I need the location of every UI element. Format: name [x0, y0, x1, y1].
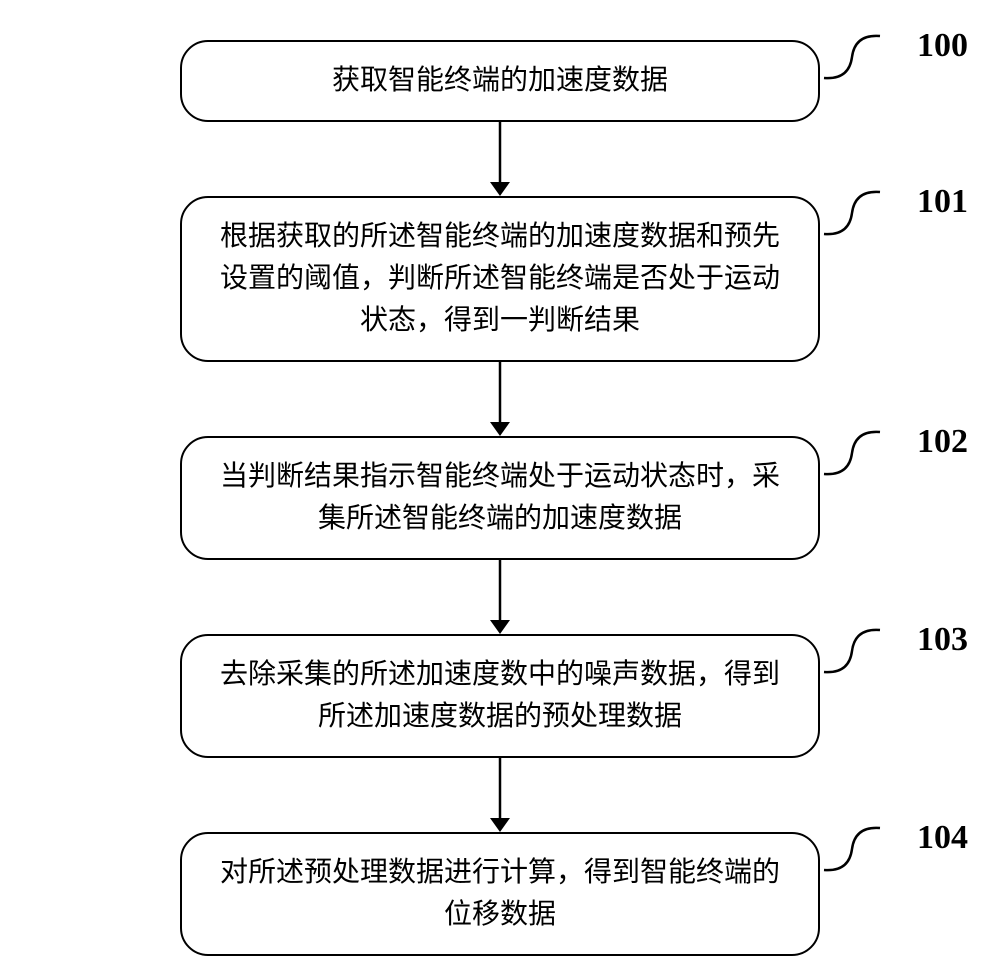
flow-arrow — [180, 758, 820, 832]
flow-arrow — [180, 122, 820, 196]
callout-curve — [822, 186, 882, 240]
flow-node-n3: 去除采集的所述加速度数中的噪声数据，得到所述加速度数据的预处理数据 103 — [180, 634, 820, 758]
flow-node-text: 当判断结果指示智能终端处于运动状态时，采集所述智能终端的加速度数据 — [220, 461, 780, 534]
flow-node-text: 根据获取的所述智能终端的加速度数据和预先设置的阈值，判断所述智能终端是否处于运动… — [220, 221, 780, 336]
flow-node-label: 103 — [917, 614, 968, 665]
callout-curve — [822, 30, 882, 84]
flow-node-n0: 获取智能终端的加速度数据 100 — [180, 40, 820, 122]
flow-arrow — [180, 362, 820, 436]
flow-node-n1: 根据获取的所述智能终端的加速度数据和预先设置的阈值，判断所述智能终端是否处于运动… — [180, 196, 820, 362]
flow-node-text: 对所述预处理数据进行计算，得到智能终端的位移数据 — [220, 857, 780, 930]
flow-node-label: 100 — [917, 20, 968, 71]
flowchart-container: 获取智能终端的加速度数据 100 根据获取的所述智能终端的加速度数据和预先设置的… — [70, 40, 930, 956]
callout-curve — [822, 426, 882, 480]
flow-node-label: 102 — [917, 416, 968, 467]
flow-node-n4: 对所述预处理数据进行计算，得到智能终端的位移数据 104 — [180, 832, 820, 956]
flow-node-n2: 当判断结果指示智能终端处于运动状态时，采集所述智能终端的加速度数据 102 — [180, 436, 820, 560]
flow-node-text: 获取智能终端的加速度数据 — [332, 65, 668, 96]
callout-curve — [822, 822, 882, 876]
callout-curve — [822, 624, 882, 678]
flow-node-label: 101 — [917, 176, 968, 227]
flow-node-text: 去除采集的所述加速度数中的噪声数据，得到所述加速度数据的预处理数据 — [220, 659, 780, 732]
flow-node-label: 104 — [917, 812, 968, 863]
flow-arrow — [180, 560, 820, 634]
